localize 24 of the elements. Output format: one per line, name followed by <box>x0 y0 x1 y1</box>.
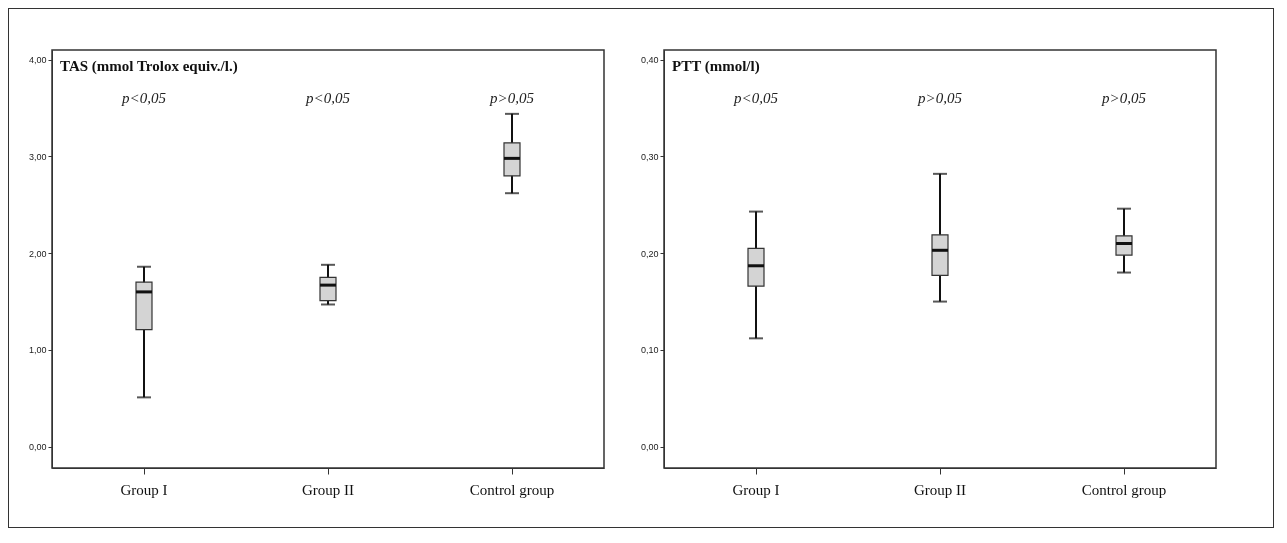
y-tick-label: 3,00 <box>28 151 47 162</box>
y-tick-label: 0,10 <box>640 345 659 356</box>
y-tick-label: 1,00 <box>28 345 47 356</box>
x-tick-label: Group II <box>913 481 967 498</box>
y-tick-label: 2,00 <box>28 248 47 259</box>
x-tick-label: Group I <box>120 481 168 498</box>
y-tick-label: 4,00 <box>28 55 47 66</box>
text: TAS (mmol Trolox equiv./l.) <box>60 58 238 75</box>
x-tick-label: Control group <box>1081 481 1167 498</box>
annotation: p<0,05 <box>733 90 779 106</box>
y-tick-label: 0,40 <box>640 55 659 66</box>
text: PTT (mmol/l) <box>672 58 760 75</box>
y-tick-label: 0,30 <box>640 151 659 162</box>
annotation: p<0,05 <box>305 90 351 106</box>
annotation: p<0,05 <box>121 90 167 106</box>
y-tick-label: 0,00 <box>28 442 47 453</box>
x-tick-label: Control group <box>469 481 555 498</box>
annotation: p>0,05 <box>1101 90 1147 106</box>
x-tick-label: Group II <box>301 481 355 498</box>
y-tick-label: 0,00 <box>640 442 659 453</box>
x-tick-label: Group I <box>732 481 780 498</box>
annotation: p>0,05 <box>917 90 963 106</box>
annotation: p>0,05 <box>489 90 535 106</box>
y-tick-label: 0,20 <box>640 248 659 259</box>
